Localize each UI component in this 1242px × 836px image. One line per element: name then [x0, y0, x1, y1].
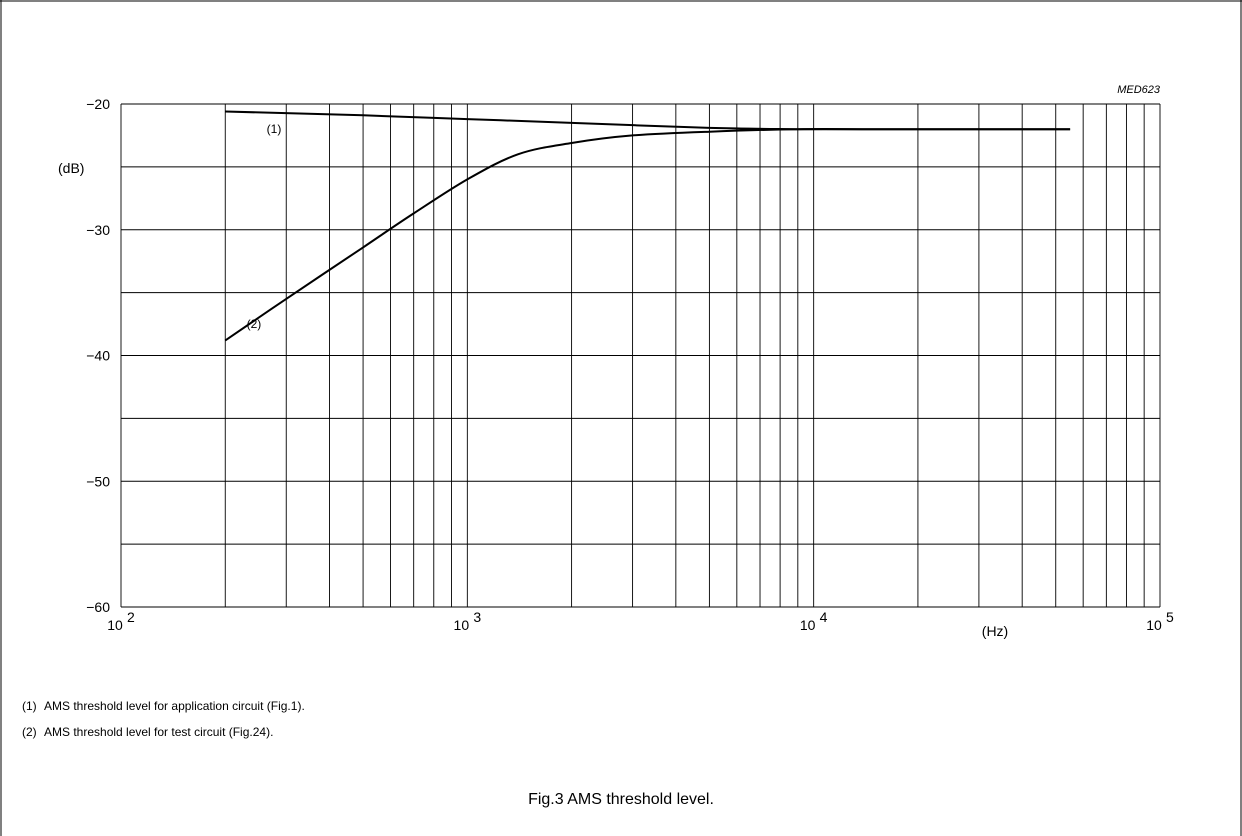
y-tick-label: −30	[86, 222, 110, 238]
series-label-2: (2)	[247, 317, 262, 331]
series-layer	[224, 110, 1071, 342]
grid	[120, 103, 1161, 608]
series-line-1	[225, 110, 1071, 131]
y-axis-label: (dB)	[58, 160, 84, 176]
footnote-2-text: AMS threshold level for test circuit (Fi…	[44, 725, 274, 739]
footnote-1-text: AMS threshold level for application circ…	[44, 699, 305, 713]
footnote-1: (1) AMS threshold level for application c…	[22, 699, 305, 713]
x-tick-exponent: 5	[1166, 609, 1174, 625]
x-tick-exponent: 2	[127, 609, 135, 625]
x-tick-label: 10	[454, 617, 470, 633]
y-tick-label: −40	[86, 348, 110, 364]
x-tick-label: 10	[1146, 617, 1162, 633]
series-label-1: (1)	[267, 122, 282, 136]
y-tick-label: −20	[86, 96, 110, 112]
x-axis-label: (Hz)	[982, 623, 1008, 639]
footnote-2-number: (2)	[22, 725, 37, 739]
x-tick-exponent: 4	[820, 609, 828, 625]
footnote-1-number: (1)	[22, 699, 37, 713]
figure-code: MED623	[1117, 84, 1161, 96]
x-tick-exponent: 3	[473, 609, 481, 625]
y-tick-label: −50	[86, 473, 110, 489]
y-tick-label: −60	[86, 599, 110, 615]
figure-caption: Fig.3 AMS threshold level.	[528, 791, 714, 808]
x-tick-label: 10	[107, 617, 123, 633]
x-tick-label: 10	[800, 617, 816, 633]
footnote-2: (2) AMS threshold level for test circuit …	[22, 725, 273, 739]
series-line-2	[224, 127, 1071, 342]
